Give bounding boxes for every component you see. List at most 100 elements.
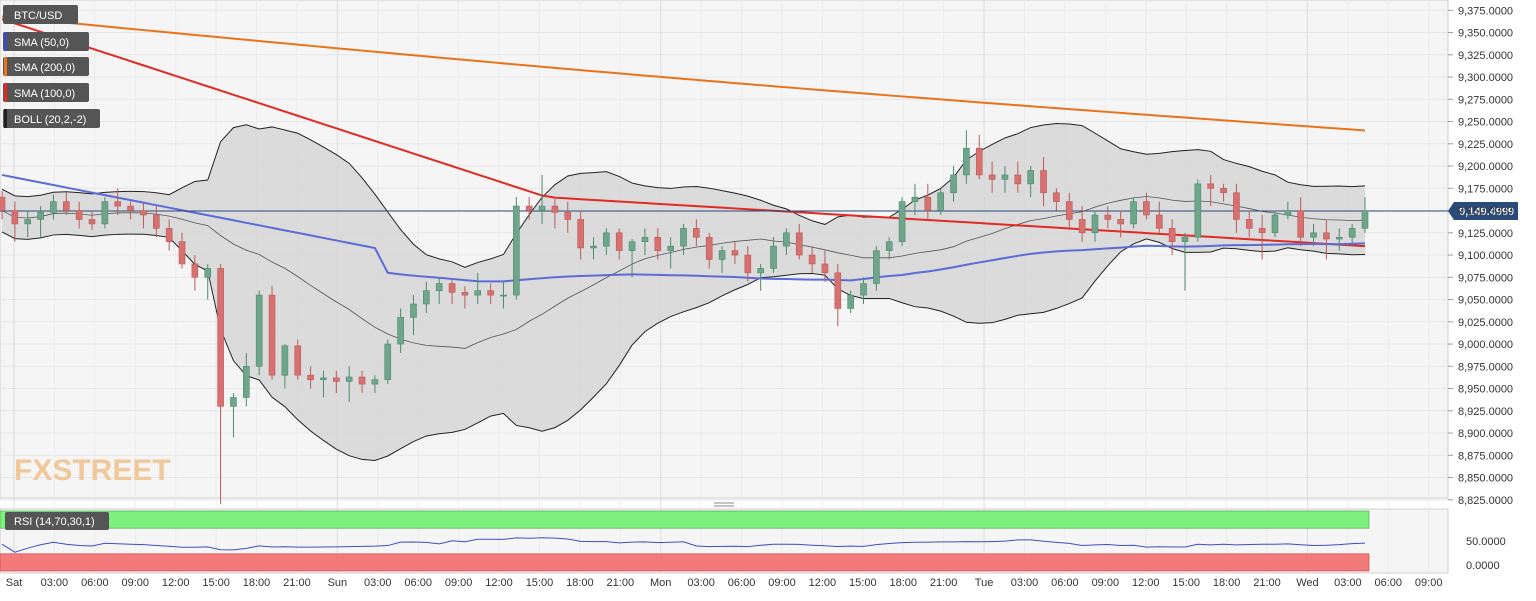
candle bbox=[1181, 232, 1189, 291]
y-tick-label: 9,250.0000 bbox=[1458, 117, 1513, 129]
candle-body bbox=[268, 294, 276, 376]
candle bbox=[744, 246, 752, 282]
candle bbox=[1361, 197, 1369, 233]
candle-body bbox=[770, 245, 777, 269]
candle-body bbox=[204, 268, 212, 278]
symbol-label: BTC/USD bbox=[14, 10, 62, 22]
moving-average-layer bbox=[0, 15, 1448, 283]
candle-body bbox=[345, 376, 353, 382]
candle bbox=[513, 197, 520, 300]
y-tick-label: 9,050.0000 bbox=[1458, 295, 1513, 307]
candle bbox=[1233, 183, 1240, 233]
bollinger-lower-line bbox=[1, 231, 1366, 461]
indicator-tag-sma200[interactable]: SMA (200,0) bbox=[3, 57, 89, 76]
candle-body bbox=[975, 147, 983, 176]
rsi-tag[interactable]: RSI (14,70,30,1) bbox=[5, 512, 109, 530]
candle bbox=[1284, 201, 1292, 220]
candle-body bbox=[615, 232, 623, 251]
x-tick-label: 21:00 bbox=[283, 577, 311, 589]
candle bbox=[1117, 210, 1124, 238]
candle bbox=[1053, 188, 1060, 211]
candle-body bbox=[1078, 219, 1086, 234]
candle bbox=[37, 206, 44, 238]
candle-body bbox=[320, 377, 327, 380]
candle-body bbox=[423, 290, 430, 305]
candle-body bbox=[1194, 183, 1202, 238]
candle-body bbox=[808, 254, 816, 265]
candle bbox=[693, 219, 700, 247]
candle-body bbox=[667, 245, 674, 251]
x-tick-label: 12:00 bbox=[1132, 577, 1160, 589]
candle-body bbox=[243, 365, 250, 398]
candle-body bbox=[1001, 174, 1009, 180]
candle bbox=[1348, 223, 1356, 247]
candle bbox=[525, 197, 533, 220]
candle bbox=[307, 366, 314, 389]
y-tick-label: 9,150.0000 bbox=[1458, 206, 1513, 218]
candle bbox=[1323, 219, 1330, 260]
candle bbox=[62, 192, 70, 215]
bollinger-band-fill bbox=[2, 123, 1365, 461]
candle bbox=[358, 370, 366, 393]
x-tick-label: 12:00 bbox=[162, 577, 190, 589]
candle-body bbox=[1027, 170, 1034, 185]
candle bbox=[435, 277, 443, 304]
candle-body bbox=[461, 292, 469, 296]
candle bbox=[333, 370, 340, 393]
candle bbox=[603, 228, 610, 256]
y-tick-label: 9,175.0000 bbox=[1458, 183, 1513, 195]
candle bbox=[950, 166, 957, 202]
candle bbox=[770, 237, 777, 273]
indicator-tag-sma100[interactable]: SMA (100,0) bbox=[3, 83, 89, 102]
indicator-tag-boll[interactable]: BOLL (20,2,-2) bbox=[3, 109, 100, 128]
panel-resize-handle[interactable] bbox=[714, 502, 734, 507]
candle bbox=[217, 263, 224, 505]
candle bbox=[538, 174, 546, 224]
x-tick-label: 18:00 bbox=[566, 577, 594, 589]
candle bbox=[590, 237, 597, 260]
candle-body bbox=[165, 228, 173, 243]
y-tick-label: 9,300.0000 bbox=[1458, 72, 1513, 84]
candle bbox=[294, 339, 302, 380]
candle bbox=[88, 210, 96, 231]
indicator-tag-sma50[interactable]: SMA (50,0) bbox=[3, 32, 89, 51]
x-tick-label: 06:00 bbox=[1051, 577, 1079, 589]
candle bbox=[577, 210, 584, 260]
rsi-label: RSI (14,70,30,1) bbox=[14, 516, 95, 528]
candle bbox=[757, 263, 764, 291]
rsi-line bbox=[1, 537, 1366, 553]
x-tick-label: 12:00 bbox=[485, 577, 513, 589]
candle-body bbox=[654, 236, 662, 251]
candle-body bbox=[50, 201, 57, 213]
candle-body bbox=[1065, 201, 1073, 220]
candle-body bbox=[860, 283, 867, 296]
candle-body bbox=[1091, 214, 1099, 234]
y-tick-label: 8,925.0000 bbox=[1458, 406, 1513, 418]
rsi-tick-label: 50.0000 bbox=[1466, 536, 1506, 548]
candle-body bbox=[435, 283, 443, 291]
x-tick-label: 06:00 bbox=[728, 577, 756, 589]
candle bbox=[500, 281, 507, 309]
candle bbox=[140, 203, 147, 229]
candle-body bbox=[1245, 219, 1253, 229]
candle-body bbox=[1130, 201, 1137, 225]
candle bbox=[564, 201, 572, 233]
candle-body bbox=[564, 212, 572, 220]
y-tick-label: 9,225.0000 bbox=[1458, 139, 1513, 151]
candle-body bbox=[1155, 214, 1163, 229]
candle bbox=[410, 295, 417, 336]
candle bbox=[718, 246, 726, 273]
candle bbox=[834, 263, 842, 327]
rsi-overbought-zone bbox=[0, 510, 1370, 529]
candle bbox=[101, 197, 109, 229]
candle-body bbox=[1271, 214, 1279, 234]
candle-body bbox=[885, 241, 893, 251]
candle-body bbox=[847, 294, 854, 309]
candle bbox=[371, 375, 379, 393]
candle bbox=[795, 223, 803, 260]
candle bbox=[487, 283, 494, 304]
candle-body bbox=[783, 232, 790, 247]
symbol-tag[interactable]: BTC/USD bbox=[3, 5, 78, 24]
candle bbox=[975, 134, 983, 180]
y-tick-label: 9,075.0000 bbox=[1458, 272, 1513, 284]
